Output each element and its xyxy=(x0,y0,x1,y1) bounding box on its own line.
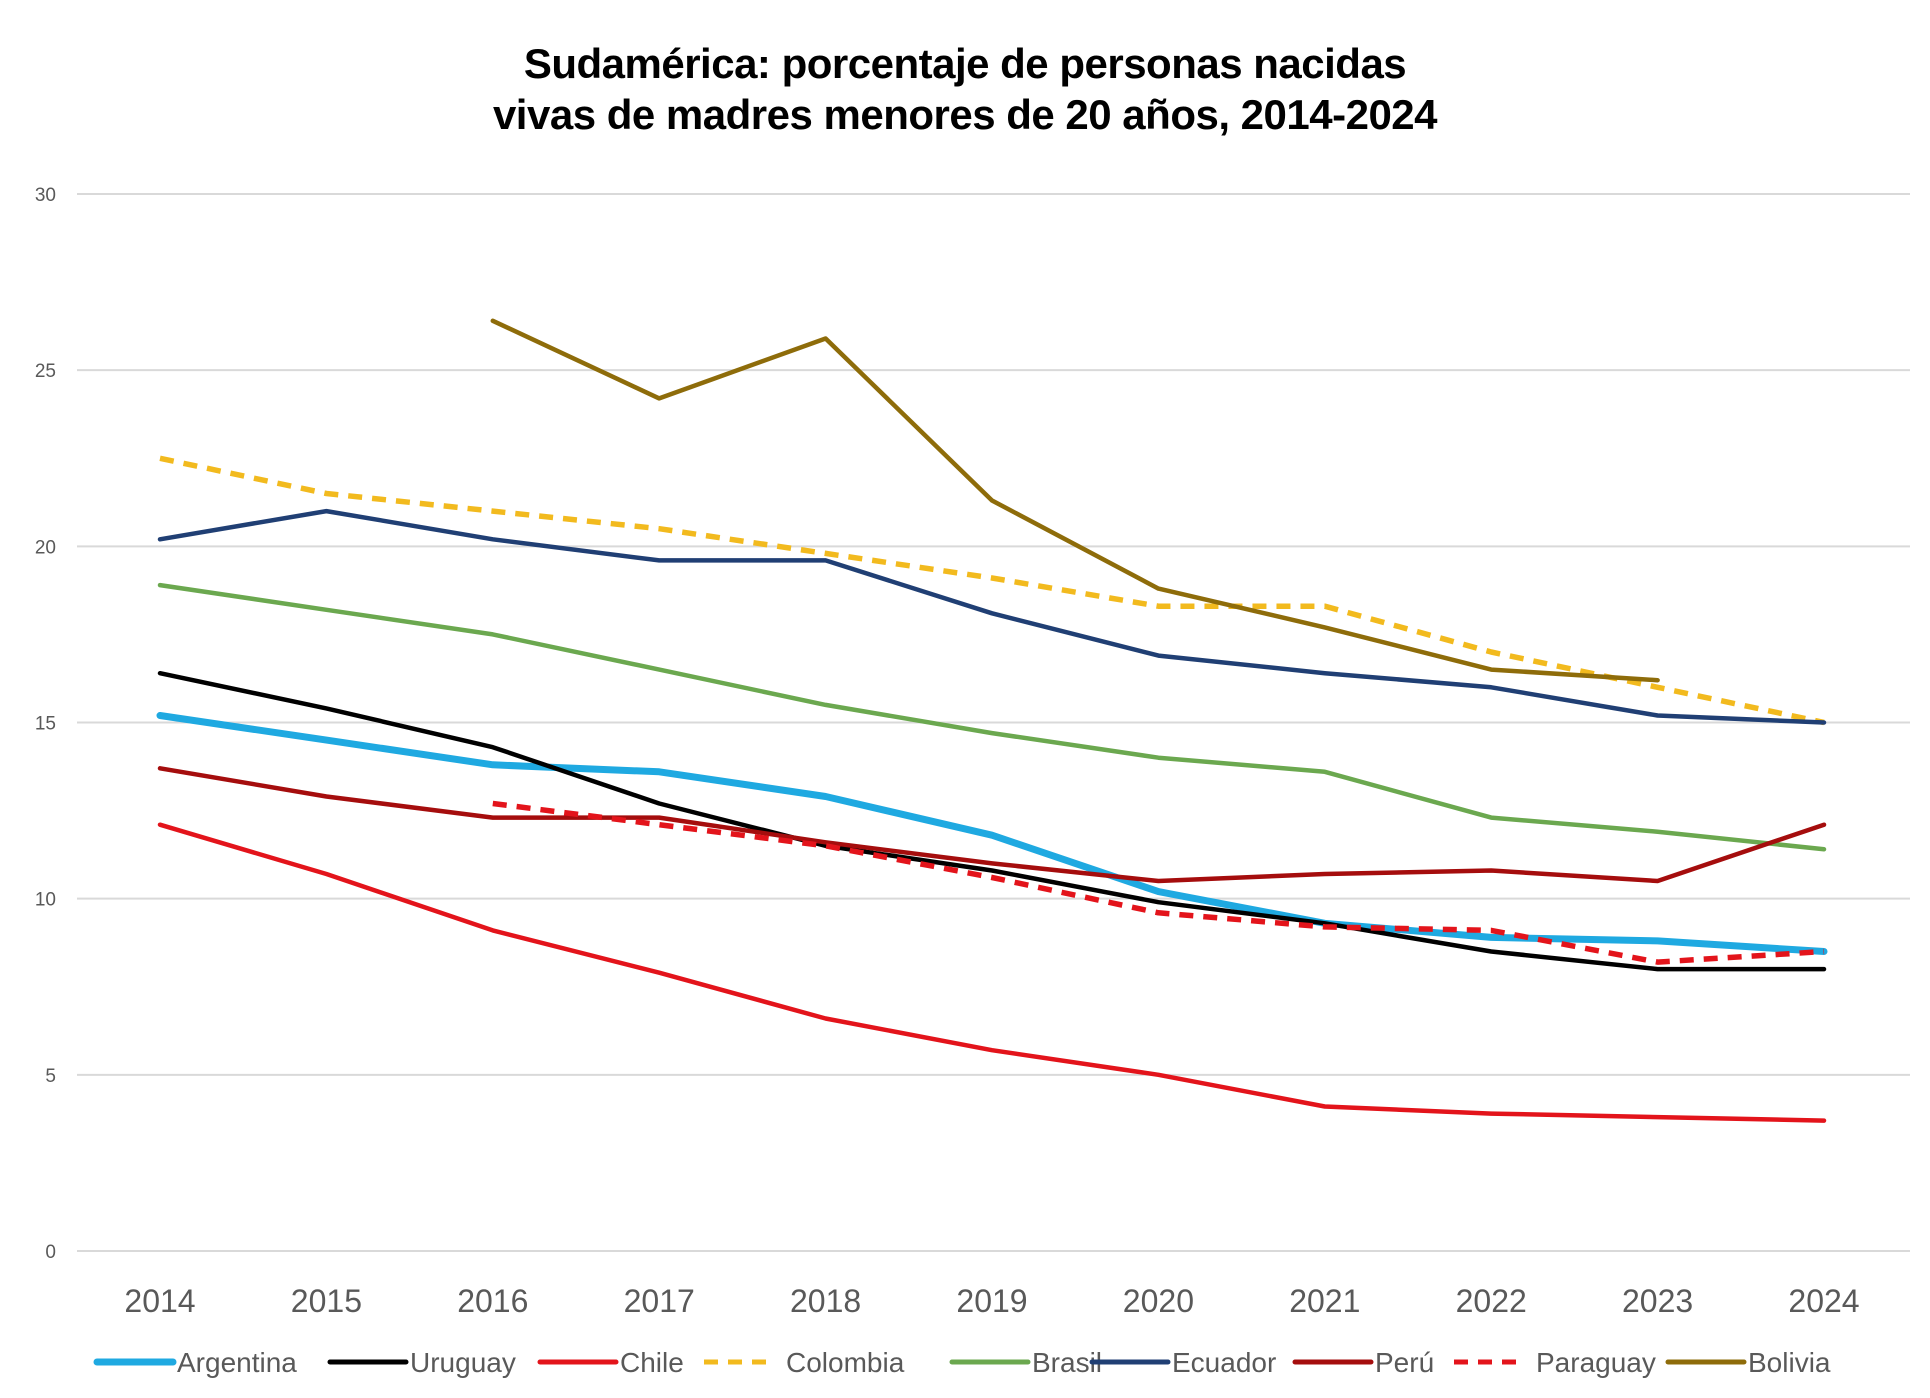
legend-label: Argentina xyxy=(177,1347,297,1378)
legend-label: Colombia xyxy=(786,1347,905,1378)
x-axis-ticks: 2014 2015 2016 2017 2018 2019 2020 2021 2022 2023… xyxy=(124,1283,1859,1319)
legend-item-argentina[interactable]: Argentina xyxy=(93,1347,297,1378)
series-line-brasil xyxy=(157,582,1827,852)
x-tick-label: 2020 xyxy=(1123,1283,1194,1319)
x-tick-label: 2017 xyxy=(624,1283,695,1319)
series-line-ecuador xyxy=(157,508,1827,725)
x-tick-label: 2014 xyxy=(124,1283,195,1319)
x-tick-label: 2022 xyxy=(1456,1283,1527,1319)
legend: Argentina Uruguay Chile Colombia Brasil Ecuad… xyxy=(93,1347,1831,1378)
x-tick-label: 2019 xyxy=(956,1283,1027,1319)
chart-title: Sudamérica: porcentaje de personas nacid… xyxy=(0,38,1930,140)
series-line-uruguay xyxy=(157,670,1827,972)
x-tick-label: 2018 xyxy=(790,1283,861,1319)
series-line-argentina xyxy=(156,712,1828,955)
x-tick-label: 2023 xyxy=(1622,1283,1693,1319)
y-tick-label: 25 xyxy=(35,361,56,382)
legend-item-paraguay[interactable]: Paraguay xyxy=(1454,1347,1656,1378)
legend-item-chile[interactable]: Chile xyxy=(537,1347,684,1378)
legend-item-brasil[interactable]: Brasil xyxy=(949,1347,1102,1378)
legend-item-colombia[interactable]: Colombia xyxy=(704,1347,905,1378)
x-tick-label: 2015 xyxy=(291,1283,362,1319)
x-tick-label: 2021 xyxy=(1289,1283,1360,1319)
legend-label: Uruguay xyxy=(410,1347,516,1378)
chart-title-line-2: vivas de madres menores de 20 años, 2014… xyxy=(492,91,1438,138)
y-tick-label: 0 xyxy=(45,1242,56,1263)
chart-title-line-1: Sudamérica: porcentaje de personas nacid… xyxy=(523,40,1407,87)
y-tick-label: 30 xyxy=(35,185,56,206)
series-line-per xyxy=(157,766,1827,884)
y-tick-label: 10 xyxy=(35,890,56,911)
legend-item-ecuador[interactable]: Ecuador xyxy=(1089,1347,1276,1378)
legend-label: Ecuador xyxy=(1172,1347,1276,1378)
x-tick-label: 2016 xyxy=(457,1283,528,1319)
series-line-chile xyxy=(157,822,1827,1123)
y-tick-label: 5 xyxy=(45,1066,56,1087)
legend-item-per[interactable]: Perú xyxy=(1292,1347,1434,1378)
legend-label: Perú xyxy=(1375,1347,1434,1378)
legend-item-uruguay[interactable]: Uruguay xyxy=(327,1347,516,1378)
x-tick-label: 2024 xyxy=(1788,1283,1859,1319)
series-line-bolivia xyxy=(490,318,1660,683)
legend-label: Bolivia xyxy=(1748,1347,1831,1378)
gridlines xyxy=(77,193,1910,1252)
series-line-colombia xyxy=(159,455,1825,726)
y-axis-ticks: 0 5 10 15 20 25 30 xyxy=(35,185,56,1263)
y-tick-label: 15 xyxy=(35,714,56,735)
legend-label: Paraguay xyxy=(1536,1347,1656,1378)
legend-label: Chile xyxy=(620,1347,684,1378)
legend-item-bolivia[interactable]: Bolivia xyxy=(1665,1347,1831,1378)
series-lines xyxy=(156,318,1828,1123)
y-tick-label: 20 xyxy=(35,537,56,558)
series-line-paraguay xyxy=(492,800,1825,965)
